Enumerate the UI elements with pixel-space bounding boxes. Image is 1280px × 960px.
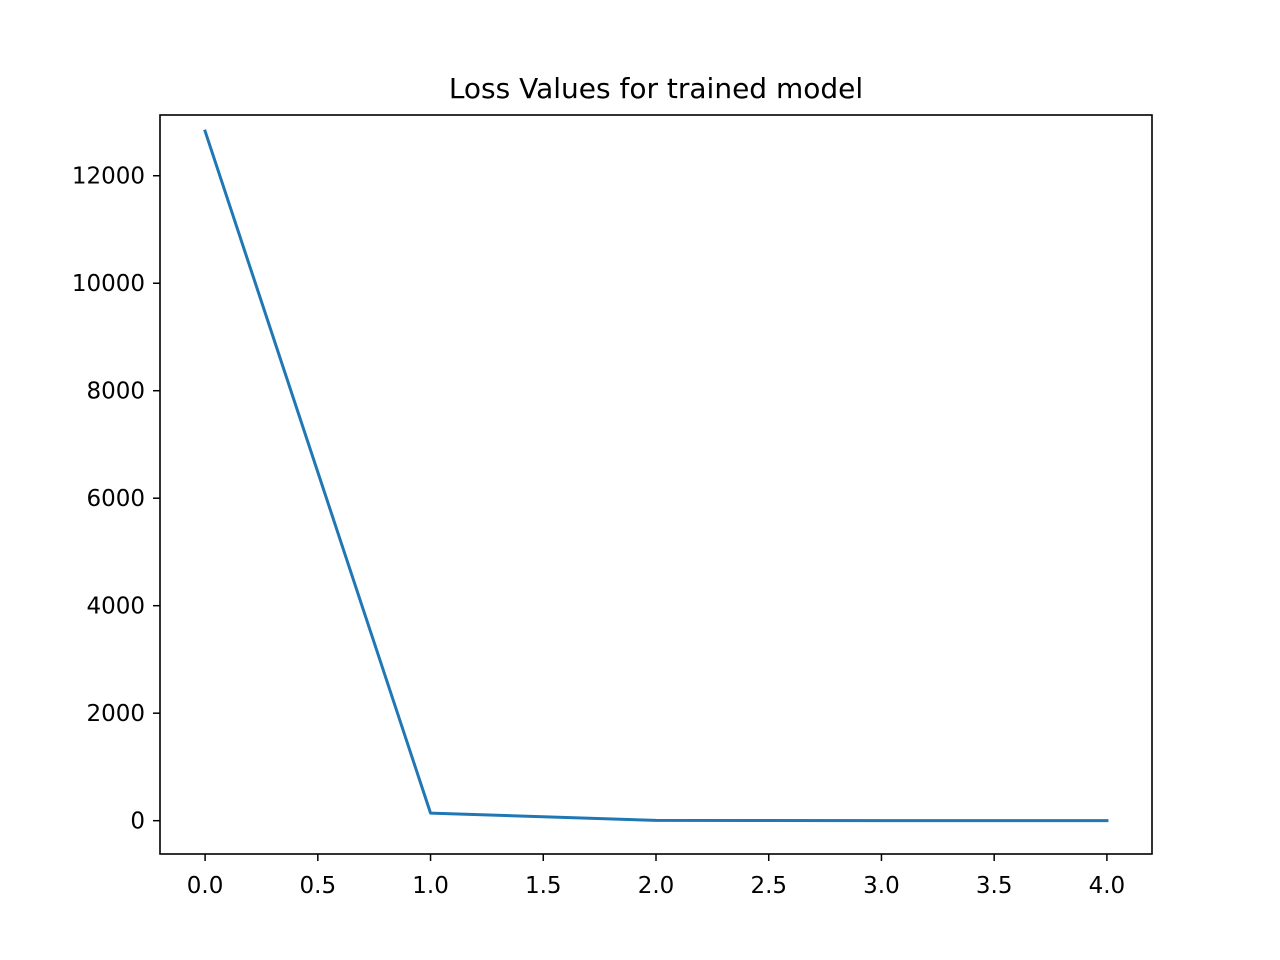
x-tick-label: 0.5 xyxy=(300,873,337,899)
y-tick-label: 6000 xyxy=(86,486,145,512)
x-tick-label: 3.5 xyxy=(976,873,1013,899)
y-tick-label: 10000 xyxy=(72,271,145,297)
x-tick-label: 1.0 xyxy=(412,873,449,899)
x-tick-label: 3.0 xyxy=(863,873,900,899)
chart-title: Loss Values for trained model xyxy=(449,72,863,105)
y-tick-label: 0 xyxy=(130,809,145,835)
x-tick-label: 2.5 xyxy=(750,873,787,899)
x-tick-label: 4.0 xyxy=(1089,873,1126,899)
y-tick-label: 2000 xyxy=(86,701,145,727)
series-line-0 xyxy=(203,129,1109,823)
y-tick-label: 12000 xyxy=(72,164,145,190)
y-tick-label: 4000 xyxy=(86,594,145,620)
axes-frame xyxy=(159,114,1153,855)
plot-area: 0.0 0.5 1.0 1.5 2.0 2.5 3.0 3.5 4.0 0 2000 4000 6000… xyxy=(72,114,1153,899)
x-tick-label: 2.0 xyxy=(638,873,675,899)
x-tick-label: 0.0 xyxy=(187,873,224,899)
y-tick-label: 8000 xyxy=(86,379,145,405)
x-tick-label: 1.5 xyxy=(525,873,562,899)
